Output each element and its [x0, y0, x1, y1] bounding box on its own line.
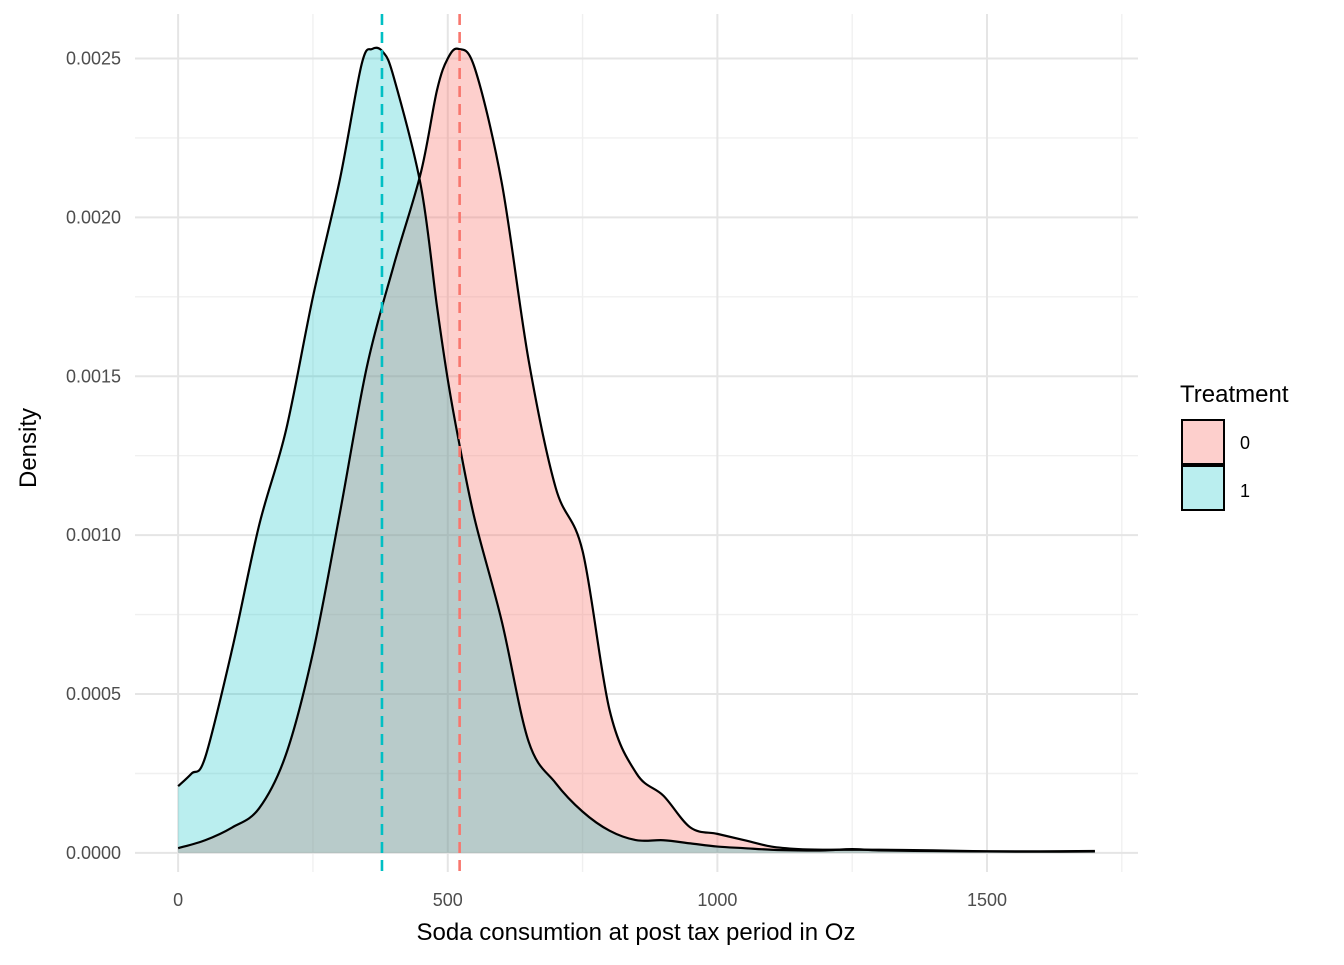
legend: Treatment 0 1: [1180, 381, 1289, 511]
density-area-treatment-1: [178, 47, 1095, 853]
x-tick-label: 0: [173, 890, 183, 910]
legend-title: Treatment: [1180, 381, 1289, 408]
legend-label-0: 0: [1240, 433, 1250, 453]
tick-labels: 0 500 1000 1500 0.0000 0.0005 0.0010 0.0015 0.00…: [66, 48, 1007, 910]
x-tick-label: 500: [433, 890, 463, 910]
y-tick-label: 0.0005: [66, 684, 121, 704]
y-axis-title: Density: [15, 408, 42, 488]
grid-layer: [135, 14, 1138, 872]
y-tick-label: 0.0010: [66, 525, 121, 545]
legend-key-0: [1181, 419, 1225, 465]
x-tick-label: 1000: [697, 890, 737, 910]
density-areas: [177, 46, 1095, 853]
density-line-treatment-1: [177, 46, 1095, 853]
x-tick-label: 1500: [967, 890, 1007, 910]
legend-key-1: [1181, 465, 1225, 511]
density-area-treatment-0: [178, 48, 1095, 853]
y-tick-label: 0.0025: [66, 48, 121, 68]
density-line-treatment-0: [177, 47, 1095, 853]
x-axis-title: Soda consumtion at post tax period in Oz: [417, 919, 856, 946]
y-tick-label: 0.0020: [66, 207, 121, 227]
legend-label-1: 1: [1240, 481, 1250, 501]
y-tick-label: 0.0015: [66, 366, 121, 386]
y-tick-label: 0.0000: [66, 843, 121, 863]
